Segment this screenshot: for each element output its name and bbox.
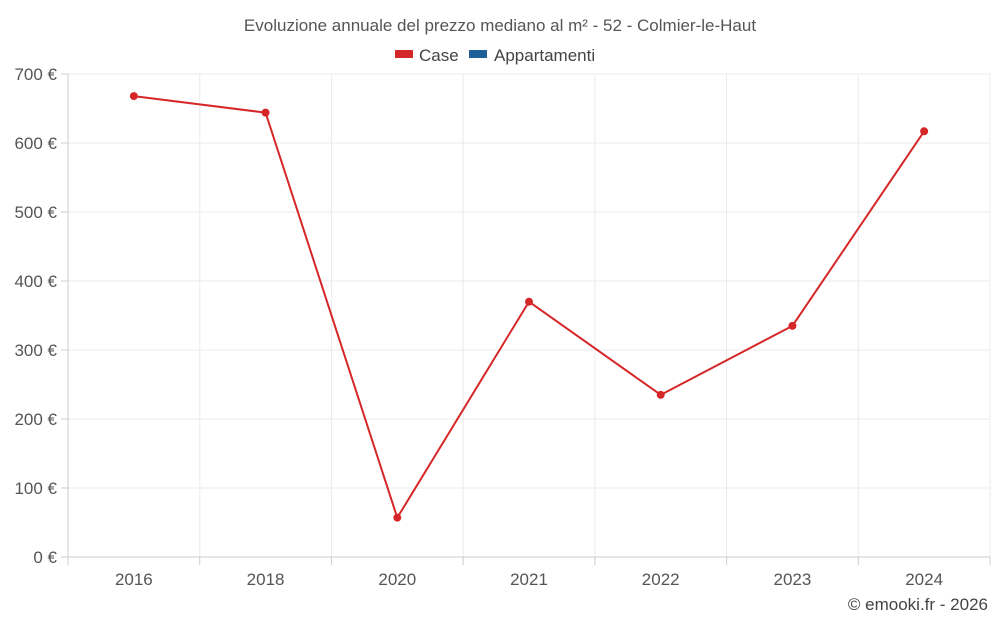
- legend-label-case: Case: [419, 46, 459, 65]
- legend-item-appartamenti[interactable]: Appartamenti: [469, 46, 595, 65]
- gridlines: [67, 73, 991, 557]
- x-tick-label: 2023: [774, 570, 812, 589]
- data-point[interactable]: [129, 92, 138, 101]
- x-tick-label: 2024: [905, 570, 943, 589]
- x-axis-ticks: 2016 2018 2020 2021 2022 2023 2024: [67, 557, 991, 589]
- y-tick-label: 100 €: [14, 479, 57, 498]
- y-tick-label: 600 €: [14, 134, 57, 153]
- y-tick-label: 700 €: [14, 65, 57, 84]
- x-tick-label: 2020: [378, 570, 416, 589]
- data-point[interactable]: [261, 108, 270, 117]
- x-tick-label: 2018: [247, 570, 285, 589]
- x-tick-label: 2016: [115, 570, 153, 589]
- y-tick-label: 400 €: [14, 272, 57, 291]
- x-tick-label: 2021: [510, 570, 548, 589]
- data-point[interactable]: [656, 390, 665, 399]
- legend-swatch-case: [395, 50, 413, 58]
- series-line-case: [133, 95, 925, 521]
- legend: Case Appartamenti: [395, 46, 595, 65]
- y-tick-label: 0 €: [33, 548, 57, 567]
- chart-title: Evoluzione annuale del prezzo mediano al…: [244, 16, 756, 35]
- data-point[interactable]: [920, 127, 929, 136]
- legend-label-appartamenti: Appartamenti: [494, 46, 595, 65]
- credit-text: © emooki.fr - 2026: [848, 595, 988, 614]
- axes: [67, 74, 990, 558]
- y-axis-ticks: 0 € 100 € 200 € 300 € 400 € 500 € 600 € 700 €: [14, 65, 68, 567]
- series-case: [129, 92, 929, 522]
- y-tick-label: 200 €: [14, 410, 57, 429]
- data-point[interactable]: [788, 321, 797, 330]
- data-point[interactable]: [525, 297, 533, 306]
- y-tick-label: 500 €: [14, 203, 57, 222]
- y-tick-label: 300 €: [14, 341, 57, 360]
- legend-swatch-appartamenti: [469, 50, 487, 58]
- legend-item-case[interactable]: Case: [395, 46, 459, 65]
- x-tick-label: 2022: [642, 570, 680, 589]
- data-point[interactable]: [393, 513, 402, 522]
